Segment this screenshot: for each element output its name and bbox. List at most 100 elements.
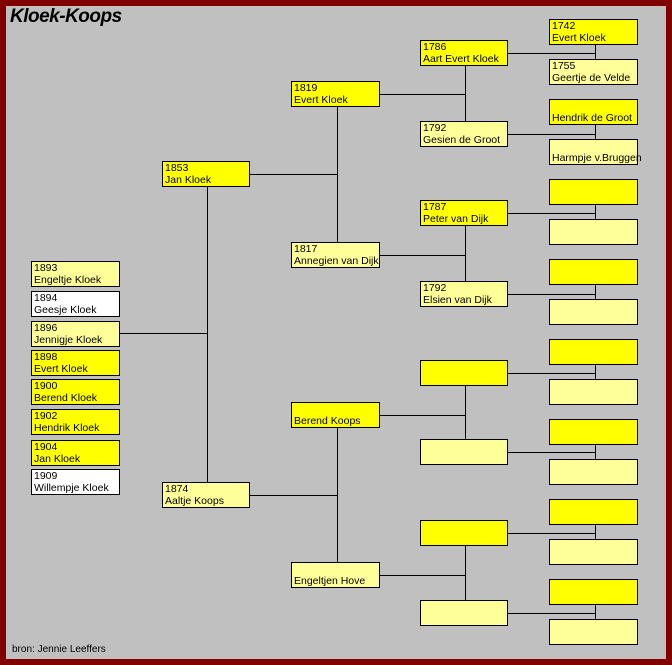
person-box[interactable]: 1817 Annegien van Dijk [291,242,380,268]
person-year [552,381,637,393]
person-year [552,261,637,273]
connector-line [508,613,596,614]
person-box[interactable]: Berend Koops [291,402,380,428]
person-name [423,614,507,626]
person-name [552,553,637,565]
person-year: 1819 [294,82,318,94]
person-box[interactable]: 1874 Aaltje Koops [162,482,250,508]
person-name: Berend Kloek [34,391,98,404]
connector-line [595,364,596,380]
person-box[interactable] [549,259,638,285]
person-year [294,564,379,576]
person-name: Hendrik Kloek [34,421,100,434]
person-name: Annegien van Dijk [294,254,379,267]
person-box[interactable] [549,379,638,405]
person-box[interactable] [549,219,638,245]
connector-line [508,134,596,135]
person-name: Harmpje v.Bruggen [552,151,642,164]
person-year: 1900 [34,380,58,392]
connector-line [465,226,466,282]
person-year [552,501,637,513]
person-name: Evert Kloek [552,31,606,44]
person-name [552,513,637,525]
person-name: Engeltje Kloek [34,273,102,286]
person-box[interactable]: Hendrik de Groot [549,99,638,125]
person-box[interactable] [420,439,508,465]
person-box[interactable]: 1893 Engeltje Kloek [31,261,120,287]
person-box[interactable]: 1786 Aart Evert Kloek [420,40,508,66]
person-year: 1792 [423,122,447,134]
person-box[interactable]: 1909 Willempje Kloek [31,469,120,495]
connector-line [508,373,596,374]
person-box[interactable]: 1898 Evert Kloek [31,350,120,376]
person-name [423,374,507,386]
person-box[interactable]: 1792 Gesien de Groot [420,121,508,147]
person-box[interactable] [549,299,638,325]
person-box[interactable] [549,499,638,525]
person-box[interactable] [549,179,638,205]
person-year [552,141,637,153]
person-year: 1742 [552,20,576,32]
person-name: Aaltje Koops [165,494,224,507]
person-box[interactable] [420,360,508,386]
person-name: Jennigje Kloek [34,333,103,346]
connector-line [120,333,208,334]
person-year: 1904 [34,441,58,453]
person-box[interactable]: 1792 Elsien van Dijk [420,281,508,307]
person-box[interactable] [420,600,508,626]
person-year [552,101,637,113]
person-box[interactable]: 1902 Hendrik Kloek [31,409,120,435]
connector-line [379,94,466,95]
person-box[interactable]: 1787 Peter van Dijk [420,200,508,226]
person-year: 1817 [294,243,318,255]
connector-line [508,533,596,534]
page-title: Kloek-Koops [10,6,122,27]
person-box[interactable] [549,539,638,565]
person-box[interactable] [549,579,638,605]
connector-line [337,107,338,243]
person-year: 1902 [34,410,58,422]
connector-line [379,575,466,576]
person-year [423,522,507,534]
person-box[interactable]: 1896 Jennigje Kloek [31,321,120,347]
person-name [423,453,507,465]
person-box[interactable]: 1742 Evert Kloek [549,19,638,45]
source-credit: bron: Jennie Leeffers [12,644,106,655]
person-box[interactable]: 1755 Geertje de Velde [549,59,638,85]
person-box[interactable]: 1900 Berend Kloek [31,379,120,405]
person-name [552,393,637,405]
person-year [552,541,637,553]
person-year [552,421,637,433]
person-box[interactable]: 1904 Jan Kloek [31,440,120,466]
person-year [552,621,637,633]
person-name: Geertje de Velde [552,71,631,84]
person-box[interactable]: Engeltjen Hove [291,562,380,588]
person-name [552,593,637,605]
person-name: Jan Kloek [165,173,212,186]
person-box[interactable]: Harmpje v.Bruggen [549,139,642,165]
person-name [552,473,637,485]
person-year [552,341,637,353]
person-box[interactable] [549,619,638,645]
person-box[interactable]: 1894 Geesje Kloek [31,291,120,317]
person-year: 1909 [34,470,58,482]
person-box[interactable] [549,419,638,445]
person-box[interactable]: 1853 Jan Kloek [162,161,250,187]
person-box[interactable] [549,459,638,485]
person-box[interactable] [420,520,508,546]
connector-line [465,66,466,122]
person-name: Willempje Kloek [34,481,109,494]
connector-line [250,174,338,175]
connector-line [508,452,596,453]
person-name [552,273,637,285]
person-box[interactable]: 1819 Evert Kloek [291,81,380,107]
person-box[interactable] [549,339,638,365]
person-year: 1874 [165,483,189,495]
person-year: 1898 [34,351,58,363]
person-name: Aart Evert Kloek [423,52,499,65]
connector-line [595,524,596,540]
connector-line [508,294,596,295]
connector-line [595,44,596,60]
connector-line [379,415,466,416]
person-name: Engeltjen Hove [294,574,366,587]
